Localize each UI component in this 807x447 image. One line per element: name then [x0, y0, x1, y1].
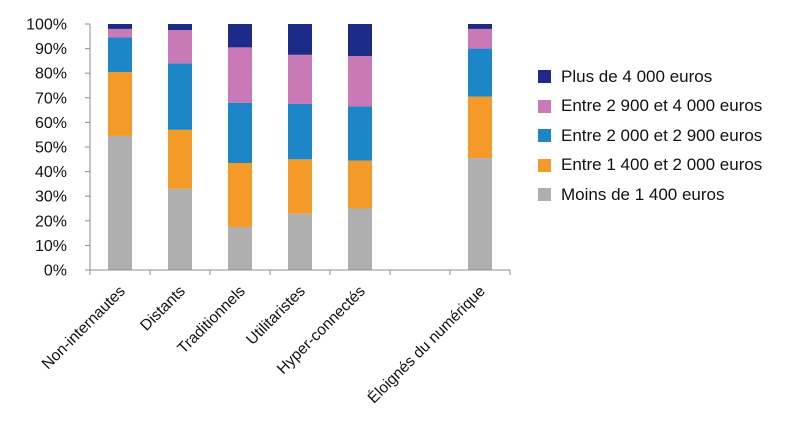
legend-item: Entre 1 400 et 2 000 euros — [538, 151, 762, 181]
legend-label: Moins de 1 400 euros — [561, 184, 725, 204]
x-category-label: Utilitaristes — [243, 283, 309, 349]
bar-segment — [288, 24, 312, 55]
legend-label: Plus de 4 000 euros — [561, 66, 713, 86]
bar-segment — [468, 158, 492, 270]
y-tick-label: 90% — [35, 41, 67, 58]
bar-segment — [108, 28, 132, 38]
y-tick-label: 0% — [44, 263, 67, 280]
y-tick-label: 100% — [26, 17, 67, 34]
bar-segment — [288, 54, 312, 104]
x-category-label: Distants — [137, 283, 189, 335]
bar-segment — [348, 106, 372, 161]
legend-item: Entre 2 000 et 2 900 euros — [538, 121, 762, 151]
bar-segment — [468, 28, 492, 49]
legend-item: Entre 2 900 et 4 000 euros — [538, 92, 762, 122]
bar-segment — [168, 63, 192, 130]
bar-segment — [108, 135, 132, 270]
legend: Plus de 4 000 euros Entre 2 900 et 4 000 … — [538, 62, 762, 210]
bar-segment — [348, 160, 372, 209]
y-tick-label: 80% — [35, 66, 67, 83]
bar-segment — [468, 24, 492, 29]
x-category-label: Non-internautes — [39, 283, 129, 373]
y-axis: 0% 10% 20% 30% 40% 50% 60% 70% 80% 90% 100% — [26, 17, 91, 280]
legend-item: Plus de 4 000 euros — [538, 62, 762, 92]
y-tick-label: 10% — [35, 238, 67, 255]
bar-segment — [468, 48, 492, 97]
y-tick-label: 60% — [35, 115, 67, 132]
y-tick-label: 50% — [35, 140, 67, 157]
bar-segment — [108, 37, 132, 72]
legend-item: Moins de 1 400 euros — [538, 180, 762, 210]
x-category-label: Éloignés du numérique — [365, 283, 489, 407]
y-tick-label: 30% — [35, 189, 67, 206]
bar-segment — [228, 102, 252, 163]
bar-segment — [288, 213, 312, 270]
legend-swatch — [538, 70, 551, 84]
legend-swatch — [538, 188, 551, 202]
bars — [108, 24, 492, 270]
legend-swatch — [538, 158, 551, 172]
bar-segment — [168, 188, 192, 270]
bar-segment — [108, 24, 132, 29]
bar-segment — [288, 159, 312, 214]
legend-label: Entre 2 900 et 4 000 euros — [561, 96, 763, 116]
y-tick-label: 40% — [35, 164, 67, 181]
bar-segment — [228, 47, 252, 103]
legend-swatch — [538, 129, 551, 143]
bar-segment — [168, 30, 192, 64]
bar-segment — [108, 71, 132, 136]
bar-segment — [288, 103, 312, 160]
bar-segment — [228, 162, 252, 227]
bar-segment — [348, 208, 372, 270]
y-tick-label: 20% — [35, 213, 67, 230]
legend-label: Entre 2 000 et 2 900 euros — [561, 125, 763, 145]
bar-segment — [348, 55, 372, 107]
bar-segment — [228, 226, 252, 270]
y-tick-label: 70% — [35, 90, 67, 107]
legend-label: Entre 1 400 et 2 000 euros — [561, 155, 763, 175]
bar-segment — [348, 24, 372, 56]
legend-swatch — [538, 99, 551, 113]
bar-segment — [468, 96, 492, 159]
bar-segment — [228, 24, 252, 48]
x-axis: Non-internautes DistantsTraditionnelsUtil… — [39, 269, 511, 407]
bar-segment — [168, 24, 192, 31]
bar-segment — [168, 129, 192, 189]
